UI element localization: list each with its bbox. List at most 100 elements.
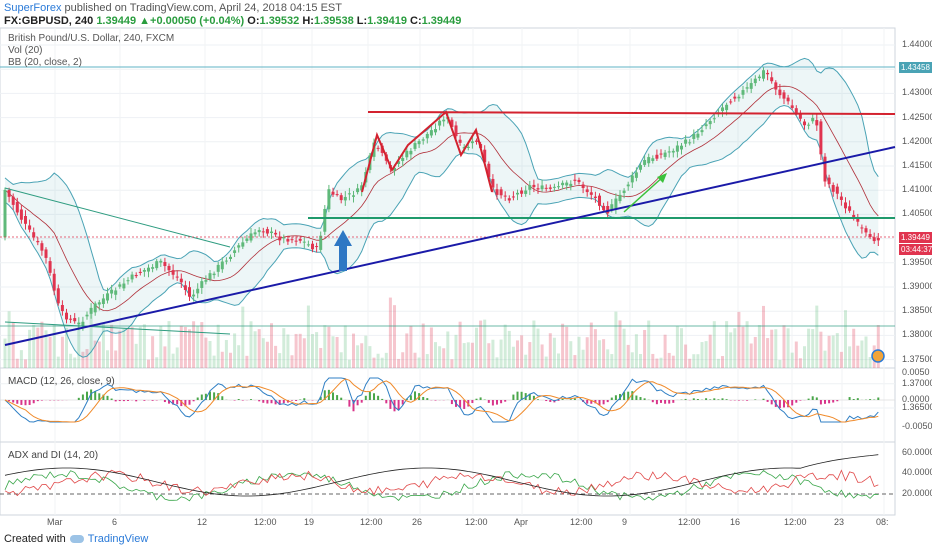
adx-legend[interactable]: ADX and DI (14, 20): [8, 450, 99, 461]
volume-bar: [151, 336, 155, 368]
volume-bar: [577, 336, 581, 368]
candle-body: [798, 114, 802, 119]
candle-body: [729, 101, 733, 103]
volume-bar: [315, 332, 319, 368]
candle-body: [811, 117, 815, 122]
macd-tick: 0.0050: [902, 367, 930, 377]
candle-body: [282, 237, 286, 239]
price-tick: 1.37500: [902, 353, 932, 364]
green-arrow-line: [623, 175, 665, 213]
volume-bar: [384, 352, 388, 368]
footer-brand[interactable]: TradingView: [87, 533, 149, 545]
volume-bar: [409, 325, 413, 368]
volume-bar: [589, 322, 593, 368]
volume-bar: [499, 339, 503, 368]
candle-body: [77, 322, 81, 325]
volume-bar: [323, 325, 327, 368]
candle-body: [470, 141, 474, 144]
candle-body: [138, 271, 142, 273]
volume-bar: [704, 341, 708, 368]
candle-body: [106, 293, 109, 301]
volume-bar: [516, 340, 519, 368]
candle-body: [56, 288, 60, 304]
candle-body: [819, 121, 823, 155]
candle-body: [40, 243, 44, 251]
symbol[interactable]: FX:GBPUSD, 240: [4, 15, 94, 27]
candle-body: [770, 77, 774, 82]
volume-bar: [73, 357, 77, 368]
volume-bar: [298, 333, 302, 368]
candle-body: [827, 177, 831, 185]
volume-bar: [89, 312, 93, 368]
macd-pane-frame: [0, 367, 896, 443]
volume-bar: [876, 325, 880, 368]
candle-body: [585, 189, 589, 193]
volume-bar: [864, 336, 868, 368]
candle-body: [298, 238, 302, 241]
volume-bar: [700, 342, 704, 368]
volume-bar: [757, 325, 761, 368]
price-tag: 1.39449: [899, 232, 932, 243]
candle-body: [44, 249, 48, 258]
volume-bar: [65, 327, 68, 368]
level-tag: 1.43458: [899, 62, 932, 73]
candle-body: [134, 274, 138, 277]
volume-bar: [462, 343, 466, 368]
candle-body: [868, 234, 872, 238]
time-tick: 16: [730, 517, 741, 527]
green-arrow-head: [657, 173, 667, 183]
candle-body: [142, 269, 146, 272]
volume-bar: [442, 348, 446, 368]
volume-bar: [286, 334, 290, 368]
volume-bar: [106, 350, 109, 368]
candle-body: [237, 245, 241, 248]
volume-bar: [753, 336, 757, 368]
price-tick: 1.39500: [902, 256, 932, 267]
candle-body: [360, 185, 364, 191]
candle-body: [450, 119, 454, 127]
candle-body: [294, 240, 298, 242]
volume-bar: [581, 349, 585, 368]
candle-body: [73, 318, 77, 322]
bollinger-middle-line: [4, 85, 879, 312]
adx-tick: 60.0000: [902, 447, 932, 457]
volume-bar: [19, 350, 23, 368]
candle-body: [32, 232, 36, 238]
candle-body: [696, 133, 700, 138]
volume-bar: [557, 353, 560, 368]
volume-bar: [827, 335, 831, 368]
candle-body: [114, 290, 118, 295]
candle-body: [647, 157, 651, 164]
volume-bar: [44, 330, 48, 368]
price-tick: 1.38500: [902, 305, 932, 316]
macd-legend[interactable]: MACD (12, 26, close, 9): [8, 376, 115, 387]
volume-bar: [458, 321, 462, 368]
low-value: 1.39419: [367, 15, 407, 27]
bb-legend[interactable]: BB (20, close, 2): [8, 57, 82, 68]
volume-bar: [606, 349, 610, 368]
volume-bar: [536, 328, 540, 368]
candle-body: [663, 152, 667, 157]
vol-legend[interactable]: Vol (20): [8, 45, 43, 56]
candle-body: [872, 237, 876, 242]
volume-bar: [413, 352, 417, 368]
candle-body: [196, 288, 200, 294]
volume-bar: [811, 329, 815, 368]
tradingview-cloud-icon: [69, 535, 84, 543]
volume-bar: [114, 350, 118, 368]
candle-body: [557, 186, 560, 188]
close-value: 1.39449: [421, 15, 462, 27]
change: +0.00050 (+0.04%): [150, 15, 245, 27]
candle-body: [147, 267, 150, 272]
candle-body: [639, 165, 642, 170]
publisher-brand[interactable]: SuperForex: [4, 2, 62, 14]
instrument-name: British Pound/U.S. Dollar, 240, FXCM: [8, 33, 175, 44]
volume-bar: [663, 334, 667, 368]
volume-bar: [118, 330, 122, 368]
volume-bar: [782, 325, 786, 368]
time-tick: 12:00: [465, 517, 488, 527]
indicator-widget-icon[interactable]: [871, 349, 885, 363]
volume-bar: [860, 340, 864, 368]
candle-body: [598, 195, 601, 206]
